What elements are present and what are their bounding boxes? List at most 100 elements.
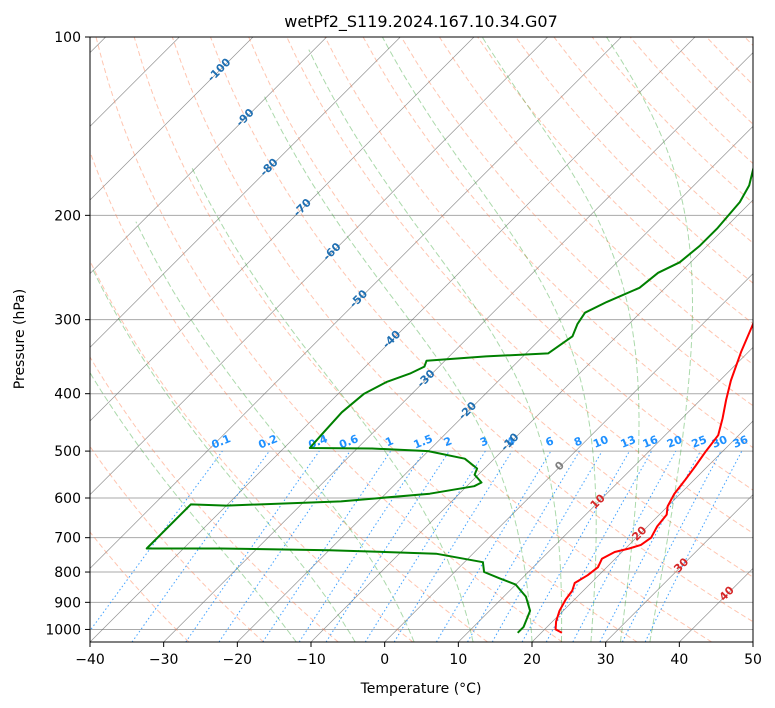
skewed-isotherm [310, 199, 753, 642]
y-tick-label: 600 [54, 491, 81, 507]
moist-adiabat [263, 94, 533, 642]
mixing-ratio-label: 13 [619, 433, 638, 451]
mixing-ratio-line [131, 450, 270, 642]
x-tick-label: 20 [523, 652, 541, 668]
x-tick-label: −40 [75, 652, 105, 668]
isotherm-label: -40 [380, 328, 403, 351]
x-axis-label: Temperature (°C) [360, 681, 482, 697]
skewed-isotherm [163, 52, 753, 642]
mixing-ratio-labels: 0.1 0.2 0.4 0.6 1 1.5 2 3 4 6 8 10 13 16 20 25 30 36 [210, 432, 751, 451]
y-tick-label: 400 [54, 387, 81, 403]
dry-adiabat [90, 259, 414, 642]
y-tick-label: 900 [54, 595, 81, 611]
dry-adiabat [90, 531, 190, 642]
y-axis-ticks: 100 200 300 400 500 600 700 800 900 1000 [45, 30, 90, 638]
skewed-isotherm [531, 420, 753, 642]
plot-frame [89, 36, 754, 643]
mixing-ratio-line [393, 450, 513, 642]
x-tick-label: 40 [670, 652, 688, 668]
mixing-ratio-label: 8 [572, 434, 584, 449]
skewed-isotherm [90, 37, 401, 348]
dry-adiabat [133, 37, 638, 642]
dry-adiabat [515, 37, 753, 284]
moist-adiabat [91, 267, 356, 642]
dry-adiabat [706, 37, 753, 86]
skewed-isotherm [458, 346, 753, 642]
mixing-ratio-line [185, 450, 320, 642]
isotherm-label: -50 [347, 287, 370, 310]
dry-adiabat [248, 37, 753, 578]
dry-adiabat [95, 37, 563, 642]
mixing-ratio-label: 1 [383, 434, 395, 449]
dry-adiabat [438, 37, 753, 366]
y-tick-label: 1000 [45, 622, 81, 638]
isotherm-label: 0 [552, 459, 567, 474]
moist-adiabat [606, 37, 693, 642]
x-tick-label: 10 [449, 652, 467, 668]
isotherm-label: 40 [717, 583, 737, 603]
mixing-ratio-line [262, 450, 392, 642]
mixing-ratio-line [467, 450, 580, 642]
mixing-ratio-label: 2 [442, 434, 454, 449]
mixing-ratio-line [644, 450, 743, 642]
dry-adiabat [324, 37, 753, 491]
isotherm-label: -60 [320, 240, 343, 263]
mixing-ratio-line [521, 450, 630, 642]
skewed-isotherm [605, 494, 753, 642]
x-axis-ticks: −40 −30 −20 −10 0 10 20 30 40 50 [75, 642, 762, 668]
moist-adiabat [190, 165, 474, 642]
moist-adiabat [308, 49, 563, 642]
mixing-ratio-line [325, 450, 450, 642]
y-tick-label: 200 [54, 208, 81, 224]
y-axis-label: Pressure (hPa) [12, 289, 28, 389]
mixing-ratio-line [572, 450, 677, 642]
dewpoint-line [145, 165, 753, 634]
dry-adiabat [90, 445, 264, 642]
mixing-ratio-line [218, 450, 351, 642]
skewed-isotherm [90, 37, 548, 496]
chart-title: wetPf2_S119.2024.167.10.34.G07 [284, 12, 558, 32]
dry-adiabat [744, 37, 753, 47]
mixing-ratio-label: 36 [731, 433, 750, 451]
mixing-ratio-label: 0.1 [210, 432, 233, 451]
y-tick-label: 300 [54, 313, 81, 329]
dry-adiabat [400, 37, 753, 407]
dry-adiabat [90, 356, 339, 642]
skewed-isotherm [90, 37, 327, 275]
temperature-line [554, 321, 753, 634]
x-tick-label: −10 [296, 652, 326, 668]
mixing-ratio-line [545, 450, 653, 642]
skewed-isotherm [384, 273, 753, 642]
skewed-isotherm [90, 37, 475, 422]
dry-adiabat [553, 37, 753, 244]
mixing-ratio-label: 20 [665, 433, 684, 451]
isotherm-label: -90 [233, 106, 256, 129]
mixing-ratio-label: 3 [478, 434, 490, 449]
x-tick-label: 30 [597, 652, 615, 668]
mixing-ratio-label: 6 [544, 434, 556, 449]
dry-adiabat [90, 150, 488, 642]
skewed-isotherm [237, 125, 753, 642]
y-tick-label: 500 [54, 444, 81, 460]
moist-adiabat [381, 37, 597, 642]
mixing-ratio-line [435, 450, 552, 642]
x-tick-label: −30 [149, 652, 179, 668]
skewed-isotherm [90, 37, 622, 569]
mixing-ratio-label: 30 [710, 433, 729, 451]
x-tick-label: −20 [223, 652, 253, 668]
mixing-ratio-label: 25 [690, 433, 709, 451]
mixing-ratio-line [298, 450, 425, 642]
isotherm-label: -10 [498, 430, 521, 453]
mixing-ratio-label: 10 [591, 433, 610, 451]
skewed-isotherm [90, 37, 696, 642]
profile-series [145, 165, 753, 634]
mixing-ratio-line [90, 450, 223, 632]
x-tick-label: 0 [380, 652, 389, 668]
skewed-isotherm [752, 641, 753, 642]
isotherm-label: -20 [456, 399, 479, 422]
skewed-isotherm [90, 37, 254, 201]
isotherm-label: -100 [205, 55, 234, 84]
dry-adiabat [171, 37, 712, 642]
dry-adiabat [668, 37, 753, 125]
